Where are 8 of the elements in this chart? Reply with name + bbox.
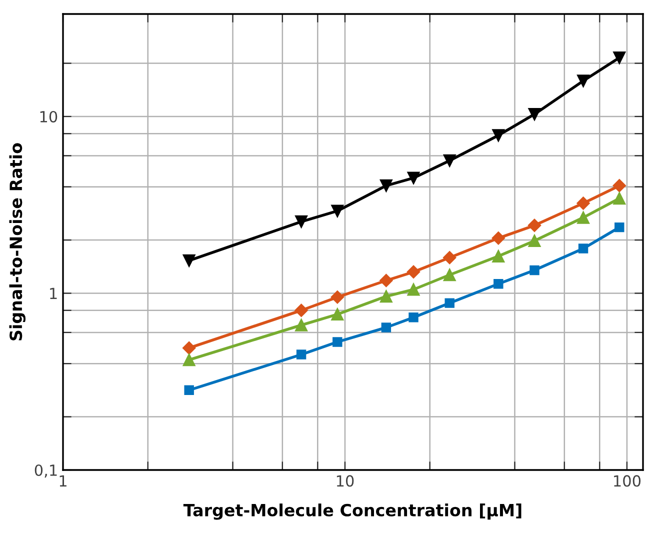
y-axis-title: Signal-to-Noise Ratio: [9, 143, 26, 340]
x-tick-label: 100: [614, 475, 641, 487]
x-tick-label: 1: [60, 475, 66, 486]
x-tick-label: 10: [336, 475, 354, 487]
x-axis-title: Target-Molecule Concentration [µM]: [183, 504, 522, 520]
y-tick-label: 1: [50, 288, 57, 300]
y-tick-label: 10: [40, 110, 58, 123]
y-tick-label: 0,1: [34, 464, 57, 478]
